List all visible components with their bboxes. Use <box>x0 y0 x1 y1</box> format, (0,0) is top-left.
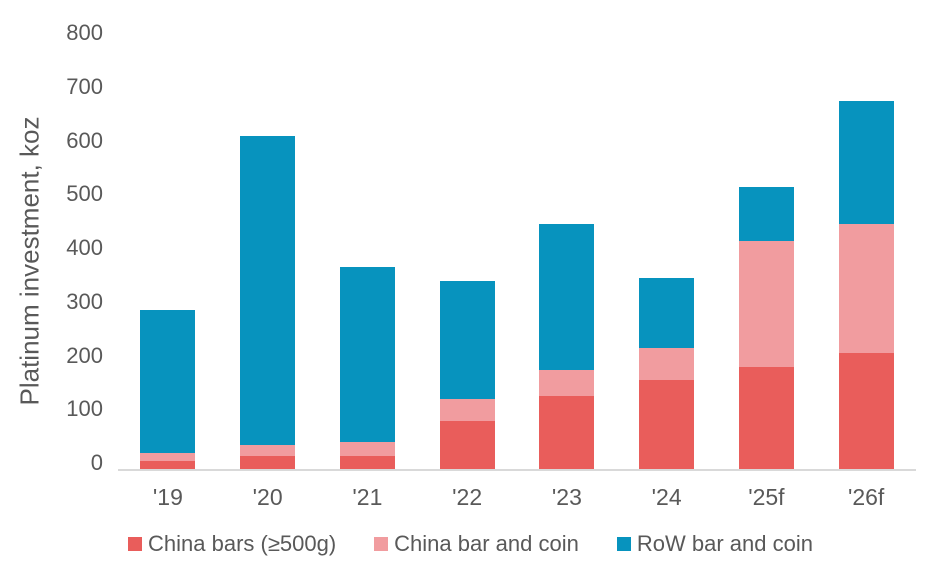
legend-item: China bars (≥500g) <box>128 531 336 557</box>
bar-segment <box>339 455 395 469</box>
y-tick-label: 400 <box>66 235 103 260</box>
bar-segment <box>838 224 894 354</box>
bar-segment <box>439 420 495 469</box>
x-tick-label: '25f <box>748 484 785 510</box>
x-tick-label: '22 <box>452 484 483 510</box>
legend-item: RoW bar and coin <box>616 531 813 557</box>
x-tick-label: '26f <box>847 484 885 510</box>
bar-segment <box>439 399 495 421</box>
bar-segment <box>838 100 894 225</box>
y-tick-label: 300 <box>66 288 103 314</box>
y-tick-label: 800 <box>66 20 103 45</box>
bar-segment <box>339 267 395 443</box>
bar-segment <box>439 280 495 400</box>
plot-area <box>118 39 916 471</box>
legend-swatch-icon <box>616 537 631 551</box>
y-tick-label: 100 <box>66 396 103 422</box>
bar-segment <box>639 380 695 469</box>
bar-segment <box>738 186 794 241</box>
bar-segment <box>240 444 296 456</box>
bar-segment <box>140 452 196 461</box>
legend-swatch-icon <box>374 537 389 551</box>
bar-segment <box>140 460 196 469</box>
legend-label: China bars (≥500g) <box>148 531 337 556</box>
legend-label: China bar and coin <box>394 531 579 556</box>
bar-segment <box>738 366 794 469</box>
x-tick-label: '24 <box>651 484 682 510</box>
bar-segment <box>240 135 296 445</box>
y-tick-label: 500 <box>66 181 103 207</box>
y-tick-label: 700 <box>66 73 103 99</box>
bar-segment <box>639 348 695 381</box>
bar-segment <box>140 310 196 453</box>
legend: China bars (≥500g) China bar and coin RoW … <box>128 531 813 557</box>
bar-segment <box>539 224 595 370</box>
bar-segment <box>339 442 395 456</box>
x-tick-label: '20 <box>252 484 283 510</box>
x-tick-label: '21 <box>352 484 383 510</box>
bar-segment <box>838 353 894 469</box>
bar-segment <box>738 240 794 367</box>
x-tick-label: '23 <box>551 484 582 510</box>
y-tick-label: 0 <box>90 450 103 475</box>
y-tick-label: 600 <box>66 127 103 153</box>
x-tick-label: '19 <box>152 484 183 510</box>
legend-item: China bar and coin <box>374 531 579 557</box>
bar-segment <box>240 455 296 469</box>
bar-segment <box>539 396 595 469</box>
legend-label: RoW bar and coin <box>636 531 813 556</box>
bar-segment <box>539 369 595 397</box>
legend-swatch-icon <box>128 537 142 551</box>
y-tick-label: 200 <box>66 342 103 368</box>
bar-segment <box>639 278 695 349</box>
